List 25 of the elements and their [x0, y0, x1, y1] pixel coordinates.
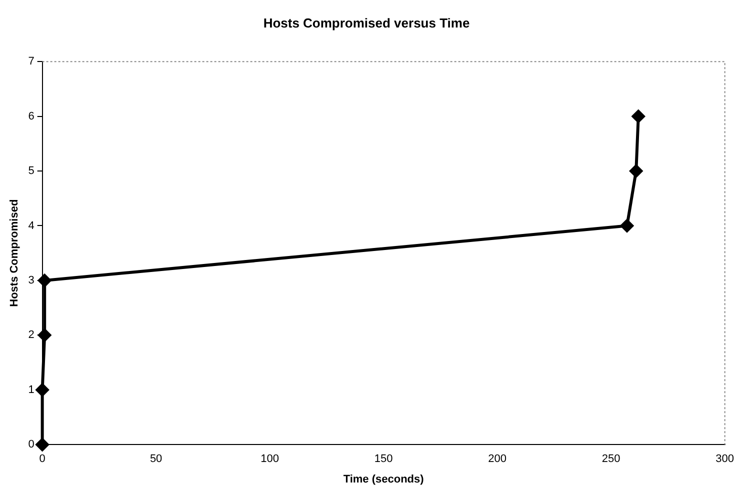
point: [36, 383, 49, 396]
x-tick-label: 300: [716, 453, 734, 466]
x-tick-label: 250: [602, 453, 620, 466]
y-tick-label: 5: [28, 165, 34, 178]
point: [620, 219, 634, 232]
x-tick-label: 200: [488, 453, 506, 466]
y-tick-label: 7: [28, 56, 34, 68]
x-tick-label: 50: [150, 453, 162, 466]
point: [36, 438, 49, 452]
y-tick-label: 4: [28, 220, 34, 232]
y-tick-label: 3: [28, 274, 34, 286]
y-axis-title: Hosts Compromised: [8, 199, 21, 307]
y-tick-label: 2: [28, 329, 34, 342]
y-tick-label: 1: [28, 384, 34, 396]
y-tick-label: 0: [28, 438, 34, 451]
x-tick-label: 0: [39, 453, 46, 466]
point: [38, 328, 52, 342]
x-axis-title: Time (seconds): [343, 473, 424, 486]
x-tick-label: 150: [374, 453, 393, 466]
x-tick-label: 100: [260, 453, 279, 466]
point: [630, 164, 643, 178]
point: [38, 274, 52, 287]
y-tick-label: 6: [28, 110, 34, 122]
point: [632, 110, 645, 123]
chart-title: Hosts Compromised versus Time: [263, 15, 470, 30]
